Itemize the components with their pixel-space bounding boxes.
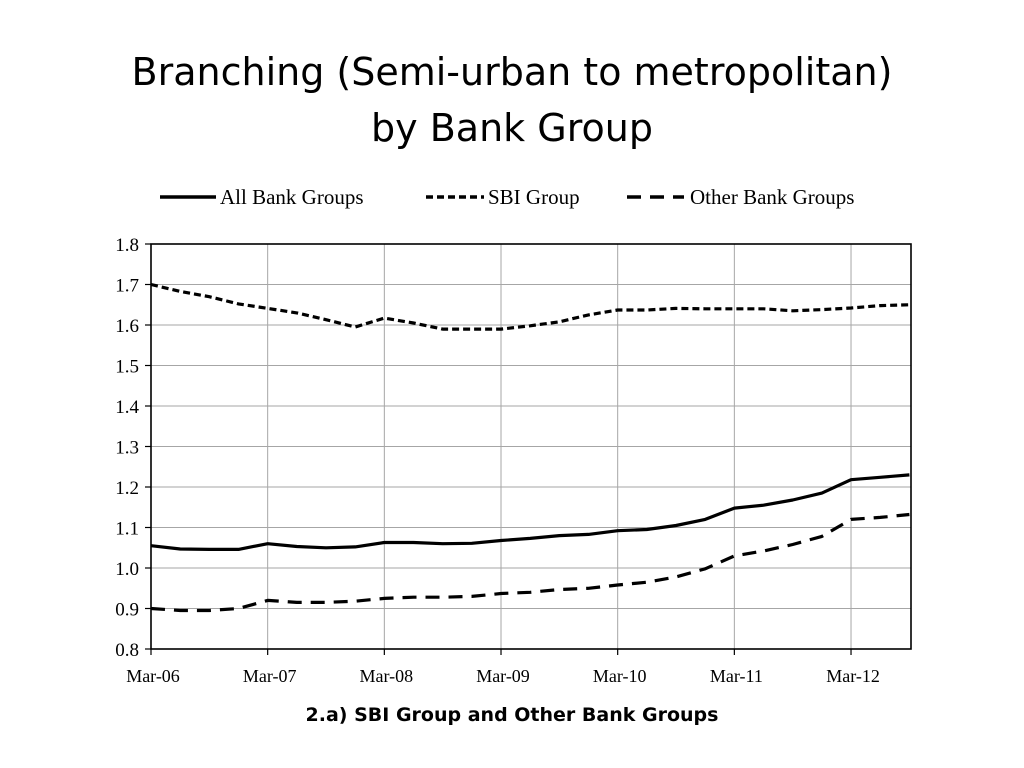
- series-line: [150, 473, 910, 552]
- slide-title-line-1: Branching (Semi-urban to metropolitan): [131, 50, 893, 94]
- series-line: [150, 512, 910, 613]
- slide-title: Branching (Semi-urban to metropolitan) b…: [0, 44, 1024, 156]
- x-tick-label: Mar-09: [476, 666, 530, 686]
- legend-label: All Bank Groups: [220, 185, 364, 209]
- y-tick-label: 1.8: [115, 235, 139, 256]
- x-tick-label: Mar-11: [710, 666, 763, 686]
- y-tick-label: 0.8: [115, 640, 139, 661]
- series-other-bank-groups: [150, 512, 910, 613]
- y-tick-label: 1.0: [115, 559, 139, 580]
- series-line: [150, 282, 910, 331]
- chart-series: [150, 282, 910, 613]
- x-tick-label: Mar-12: [826, 666, 880, 686]
- legend-item: SBI Group: [426, 185, 580, 209]
- y-tick-label: 1.3: [115, 438, 139, 459]
- x-axis-tick-labels: Mar-06 Mar-07 Mar-08 Mar-09 Mar-10 Mar-11 Mar-…: [126, 649, 880, 686]
- chart-legend: All Bank Groups SBI Group Other Bank Group…: [160, 185, 854, 209]
- x-tick-label: Mar-10: [593, 666, 647, 686]
- y-tick-label: 1.6: [115, 316, 139, 337]
- x-tick-label: Mar-06: [126, 666, 180, 686]
- x-tick-label: Mar-07: [243, 666, 297, 686]
- y-tick-label: 1.7: [115, 276, 139, 297]
- y-tick-label: 1.2: [115, 478, 139, 499]
- legend-label: Other Bank Groups: [690, 185, 854, 209]
- chart-grid: [151, 243, 911, 650]
- x-tick-label: Mar-08: [360, 666, 414, 686]
- legend-label: SBI Group: [488, 185, 580, 209]
- y-tick-label: 1.4: [115, 397, 139, 418]
- series-sbi-group: [150, 282, 910, 331]
- y-tick-label: 0.9: [115, 600, 139, 621]
- figure-caption: 2.a) SBI Group and Other Bank Groups: [305, 704, 719, 726]
- y-axis-tick-labels: 0.8 0.9 1.0 1.1 1.2 1.3 1.4 1.5 1.6 1.7 1.8: [115, 235, 151, 661]
- legend-item: All Bank Groups: [160, 185, 364, 209]
- series-all-bank-groups: [150, 473, 910, 552]
- y-tick-label: 1.5: [115, 357, 139, 378]
- slide-title-line-2: by Bank Group: [371, 106, 653, 150]
- legend-item: Other Bank Groups: [627, 185, 854, 209]
- y-tick-label: 1.1: [115, 519, 139, 540]
